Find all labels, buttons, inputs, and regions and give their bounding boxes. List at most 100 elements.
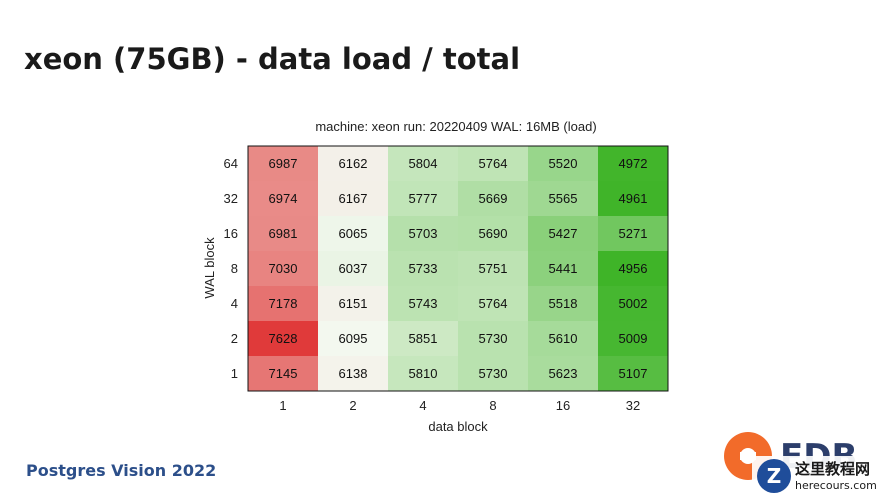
cell-value-label: 5751 xyxy=(479,261,508,276)
cell-value-label: 5690 xyxy=(479,226,508,241)
cell-value-label: 5427 xyxy=(549,226,578,241)
heatmap-cell xyxy=(388,356,459,392)
cell-value-label: 7030 xyxy=(269,261,298,276)
slide-title: xeon (75GB) - data load / total xyxy=(24,42,521,76)
cell-value-label: 6138 xyxy=(339,366,368,381)
cell-value-label: 4961 xyxy=(619,191,648,206)
heatmap-cell xyxy=(248,216,319,252)
heatmap-cell xyxy=(458,321,529,357)
y-tick-label: 1 xyxy=(231,366,238,381)
x-tick-label: 4 xyxy=(419,398,426,413)
cell-value-label: 5441 xyxy=(549,261,578,276)
cell-value-label: 5764 xyxy=(479,156,508,171)
heatmap-cell xyxy=(388,321,459,357)
footer-text: Postgres Vision 2022 xyxy=(26,461,217,480)
heatmap-cell xyxy=(388,216,459,252)
heatmap-cell xyxy=(598,286,669,322)
heatmap-cell xyxy=(388,181,459,217)
heatmap-cell xyxy=(318,286,389,322)
cell-value-label: 6167 xyxy=(339,191,368,206)
cell-value-label: 6037 xyxy=(339,261,368,276)
cell-value-label: 5730 xyxy=(479,331,508,346)
cell-value-label: 7178 xyxy=(269,296,298,311)
chart-title: machine: xeon run: 20220409 WAL: 16MB (l… xyxy=(315,119,596,134)
cell-value-label: 5610 xyxy=(549,331,578,346)
heatmap-cell xyxy=(598,321,669,357)
heatmap-cell xyxy=(458,356,529,392)
y-tick-label: 32 xyxy=(224,191,238,206)
heatmap-cell xyxy=(458,216,529,252)
heatmap-cell xyxy=(598,251,669,287)
heatmap-cell xyxy=(318,321,389,357)
heatmap-cell xyxy=(458,286,529,322)
cell-value-label: 7145 xyxy=(269,366,298,381)
cell-value-label: 4972 xyxy=(619,156,648,171)
cell-value-label: 4956 xyxy=(619,261,648,276)
heatmap-cell xyxy=(318,181,389,217)
cell-value-label: 5743 xyxy=(409,296,438,311)
cell-value-label: 7628 xyxy=(269,331,298,346)
y-tick-label: 64 xyxy=(224,156,238,171)
cell-value-label: 5777 xyxy=(409,191,438,206)
cell-value-label: 5804 xyxy=(409,156,438,171)
cell-value-label: 6095 xyxy=(339,331,368,346)
heatmap-cell xyxy=(318,356,389,392)
cell-value-label: 5002 xyxy=(619,296,648,311)
heatmap-cell xyxy=(248,251,319,287)
y-tick-label: 8 xyxy=(231,261,238,276)
svg-text:Z: Z xyxy=(767,464,782,488)
heatmap-cell xyxy=(528,356,599,392)
x-tick-label: 32 xyxy=(626,398,640,413)
heatmap-cell xyxy=(528,146,599,182)
heatmap-cell xyxy=(528,321,599,357)
x-tick-label: 1 xyxy=(279,398,286,413)
x-tick-label: 8 xyxy=(489,398,496,413)
heatmap-cell xyxy=(528,286,599,322)
cell-value-label: 5730 xyxy=(479,366,508,381)
x-tick-label: 2 xyxy=(349,398,356,413)
x-axis-ticks: 1 2 4 8 16 32 xyxy=(279,398,640,413)
cell-value-label: 5851 xyxy=(409,331,438,346)
y-axis-ticks: 64 32 16 8 4 2 1 xyxy=(224,156,238,381)
heatmap-cell xyxy=(318,251,389,287)
cell-value-label: 5764 xyxy=(479,296,508,311)
y-tick-label: 2 xyxy=(231,331,238,346)
cell-value-label: 5565 xyxy=(549,191,578,206)
heatmap-cell xyxy=(528,216,599,252)
heatmap-cell xyxy=(318,146,389,182)
cell-value-label: 5520 xyxy=(549,156,578,171)
heatmap-cell xyxy=(388,146,459,182)
heatmap-cell xyxy=(528,251,599,287)
heatmap-cell xyxy=(248,356,319,392)
heatmap-cell xyxy=(598,216,669,252)
heatmap-cell xyxy=(248,146,319,182)
watermark-text: 这里教程网 xyxy=(795,460,870,478)
y-tick-label: 4 xyxy=(231,296,238,311)
cell-value-label: 6065 xyxy=(339,226,368,241)
heatmap-cell xyxy=(458,251,529,287)
cell-value-label: 5518 xyxy=(549,296,578,311)
x-tick-label: 16 xyxy=(556,398,570,413)
watermark-url: herecours.com xyxy=(795,479,877,492)
heatmap-cell xyxy=(388,251,459,287)
cell-value-label: 6987 xyxy=(269,156,298,171)
plot-border xyxy=(247,145,669,392)
cell-value-label: 6974 xyxy=(269,191,298,206)
heatmap-cell xyxy=(528,181,599,217)
heatmap-cell xyxy=(248,286,319,322)
heatmap-cell xyxy=(318,216,389,252)
heatmap-cell xyxy=(598,356,669,392)
heatmap-cell xyxy=(388,286,459,322)
x-axis-label: data block xyxy=(428,419,488,434)
cell-value-label: 5669 xyxy=(479,191,508,206)
heatmap-cell xyxy=(598,181,669,217)
cell-value-label: 5107 xyxy=(619,366,648,381)
cell-value-label: 5810 xyxy=(409,366,438,381)
heatmap-cell xyxy=(598,146,669,182)
cell-value-label: 5703 xyxy=(409,226,438,241)
edb-logo: EDB Z 这里教程网 herecours.com xyxy=(722,426,890,495)
cell-value-label: 6981 xyxy=(269,226,298,241)
cell-value-label: 5271 xyxy=(619,226,648,241)
cell-value-label: 5623 xyxy=(549,366,578,381)
